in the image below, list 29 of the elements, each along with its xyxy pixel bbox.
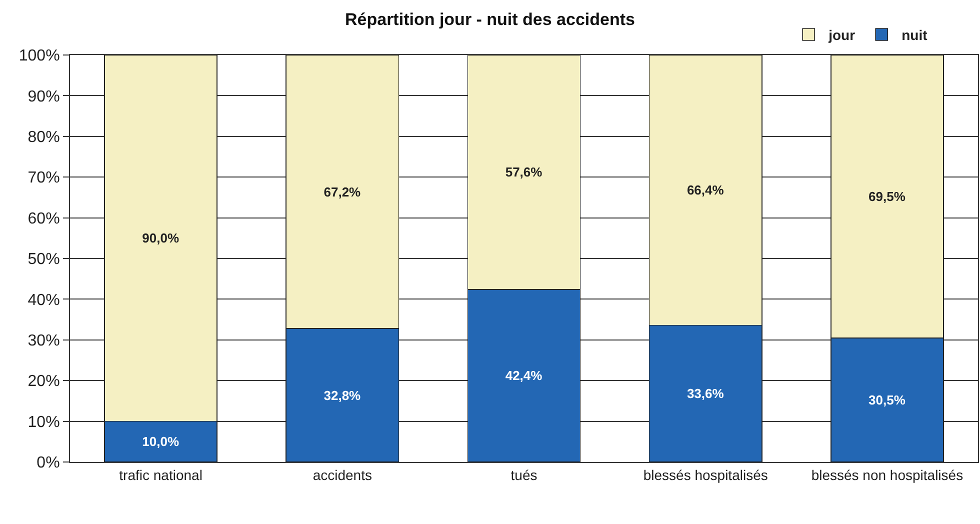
chart-title: Répartition jour - nuit des accidents xyxy=(345,10,635,29)
y-tick-label: 90% xyxy=(28,88,60,106)
data-label: 32,8% xyxy=(324,388,362,403)
y-tick-label: 100% xyxy=(18,48,60,65)
data-label: 90,0% xyxy=(142,230,180,246)
y-tick-label: 70% xyxy=(28,170,60,187)
y-tick-label: 20% xyxy=(28,373,60,390)
y-tick-label: 50% xyxy=(28,251,60,268)
data-label: 10,0% xyxy=(142,434,180,450)
x-tick-label: blessés hospitalisés xyxy=(643,466,768,483)
x-tick-label: blessés non hospitalisés xyxy=(811,466,964,483)
data-label: 30,5% xyxy=(868,392,906,408)
data-label: 57,6% xyxy=(505,164,543,180)
data-label: 33,6% xyxy=(686,386,724,402)
x-tick-label: trafic national xyxy=(119,466,202,483)
y-tick-label: 60% xyxy=(28,210,60,228)
y-tick-label: 30% xyxy=(28,332,60,350)
y-tick-label: 40% xyxy=(28,292,60,309)
legend-label: jour xyxy=(828,26,856,43)
legend-label: nuit xyxy=(902,26,928,43)
x-tick-label: tués xyxy=(510,466,538,483)
data-label: 67,2% xyxy=(324,184,362,200)
y-tick-label: 80% xyxy=(28,129,60,146)
y-tick-label: 0% xyxy=(36,454,60,472)
data-label: 66,4% xyxy=(686,182,724,198)
data-label: 42,4% xyxy=(505,368,543,384)
data-label: 69,5% xyxy=(868,188,906,204)
x-tick-label: accidents xyxy=(312,466,372,483)
y-tick-label: 10% xyxy=(28,414,60,431)
